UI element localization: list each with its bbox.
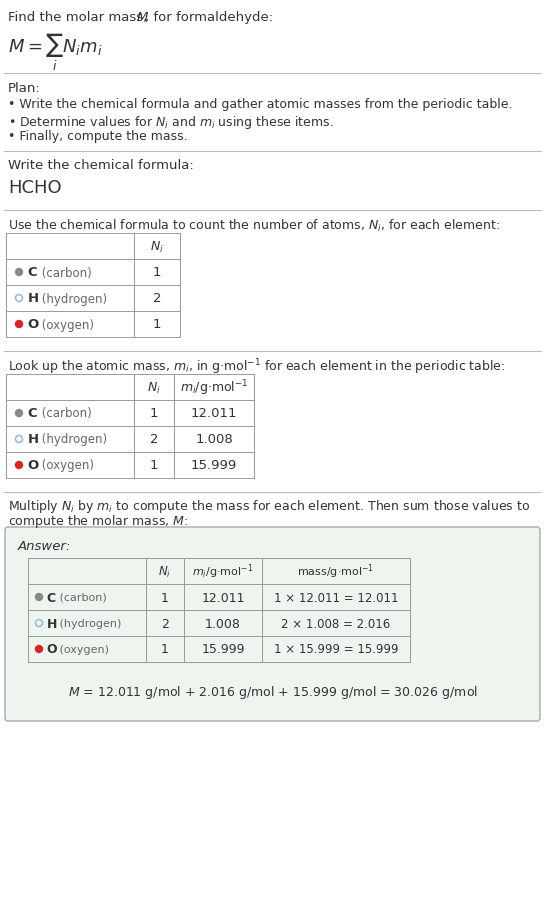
Circle shape	[15, 269, 22, 276]
Text: 1: 1	[150, 407, 158, 420]
Text: Multiply $N_i$ by $m_i$ to compute the mass for each element. Then sum those val: Multiply $N_i$ by $m_i$ to compute the m…	[8, 498, 530, 515]
FancyBboxPatch shape	[5, 527, 540, 721]
Text: 12.011: 12.011	[201, 591, 245, 604]
Text: Plan:: Plan:	[8, 82, 41, 95]
Text: 15.999: 15.999	[191, 459, 237, 472]
Text: (hydrogen): (hydrogen)	[56, 619, 122, 628]
Text: (carbon): (carbon)	[38, 407, 92, 420]
Text: $\bf{O}$: $\bf{O}$	[46, 643, 58, 656]
Text: $\bf{H}$: $\bf{H}$	[46, 617, 57, 629]
Text: (carbon): (carbon)	[56, 592, 107, 602]
Text: $M$: $M$	[136, 11, 149, 24]
Text: (oxygen): (oxygen)	[38, 459, 94, 472]
Text: $\bf{H}$: $\bf{H}$	[27, 433, 39, 446]
Circle shape	[15, 462, 22, 469]
Text: 1: 1	[161, 591, 169, 604]
Text: $\bf{O}$: $\bf{O}$	[27, 318, 40, 331]
Circle shape	[35, 594, 43, 600]
Text: (oxygen): (oxygen)	[38, 318, 94, 331]
Text: • Finally, compute the mass.: • Finally, compute the mass.	[8, 130, 187, 143]
Text: Look up the atomic mass, $m_i$, in g·mol$^{-1}$ for each element in the periodic: Look up the atomic mass, $m_i$, in g·mol…	[8, 357, 505, 377]
Text: 1: 1	[153, 318, 161, 331]
Text: 12.011: 12.011	[191, 407, 237, 420]
Text: , for formaldehyde:: , for formaldehyde:	[145, 11, 273, 24]
Circle shape	[35, 646, 43, 653]
Text: • Write the chemical formula and gather atomic masses from the periodic table.: • Write the chemical formula and gather …	[8, 98, 512, 111]
Text: 2: 2	[161, 617, 169, 629]
Text: 1: 1	[153, 266, 161, 279]
Text: 1 × 12.011 = 12.011: 1 × 12.011 = 12.011	[274, 591, 398, 604]
Text: 1: 1	[161, 643, 169, 656]
Text: $\bf{O}$: $\bf{O}$	[27, 459, 40, 472]
Text: (oxygen): (oxygen)	[56, 644, 109, 655]
Text: $\bf{C}$: $\bf{C}$	[46, 591, 56, 604]
Text: $M$ = 12.011 g/mol + 2.016 g/mol + 15.999 g/mol = 30.026 g/mol: $M$ = 12.011 g/mol + 2.016 g/mol + 15.99…	[68, 684, 477, 701]
Text: HCHO: HCHO	[8, 179, 62, 197]
Text: compute the molar mass, $M$:: compute the molar mass, $M$:	[8, 512, 188, 529]
Text: 1: 1	[150, 459, 158, 472]
Text: $\bf{H}$: $\bf{H}$	[27, 293, 39, 305]
Text: Write the chemical formula:: Write the chemical formula:	[8, 159, 194, 172]
Text: Find the molar mass,: Find the molar mass,	[8, 11, 152, 24]
Text: 1.008: 1.008	[205, 617, 241, 629]
Text: $m_i$/g·mol$^{-1}$: $m_i$/g·mol$^{-1}$	[180, 377, 249, 397]
Text: Use the chemical formula to count the number of atoms, $N_i$, for each element:: Use the chemical formula to count the nu…	[8, 218, 500, 234]
Text: Answer:: Answer:	[18, 539, 71, 553]
Circle shape	[15, 410, 22, 417]
Text: 1 × 15.999 = 15.999: 1 × 15.999 = 15.999	[274, 643, 398, 656]
Text: (hydrogen): (hydrogen)	[38, 293, 107, 305]
Text: 15.999: 15.999	[201, 643, 245, 656]
Text: $\bf{C}$: $\bf{C}$	[27, 266, 38, 279]
Text: $M = \sum_i N_i m_i$: $M = \sum_i N_i m_i$	[8, 32, 102, 73]
Text: • Determine values for $N_i$ and $m_i$ using these items.: • Determine values for $N_i$ and $m_i$ u…	[8, 114, 334, 131]
Text: mass/g·mol$^{-1}$: mass/g·mol$^{-1}$	[298, 562, 374, 581]
Text: 1.008: 1.008	[195, 433, 233, 446]
Text: 2: 2	[150, 433, 158, 446]
Text: (hydrogen): (hydrogen)	[38, 433, 107, 446]
Text: $N_i$: $N_i$	[147, 380, 161, 396]
Text: $N_i$: $N_i$	[150, 239, 164, 255]
Text: $m_i$/g·mol$^{-1}$: $m_i$/g·mol$^{-1}$	[192, 562, 253, 581]
Text: $N_i$: $N_i$	[159, 563, 172, 579]
Text: $\bf{C}$: $\bf{C}$	[27, 407, 38, 420]
Text: 2 × 1.008 = 2.016: 2 × 1.008 = 2.016	[281, 617, 391, 629]
Text: 2: 2	[153, 293, 161, 305]
Circle shape	[15, 321, 22, 328]
Text: (carbon): (carbon)	[38, 266, 92, 279]
